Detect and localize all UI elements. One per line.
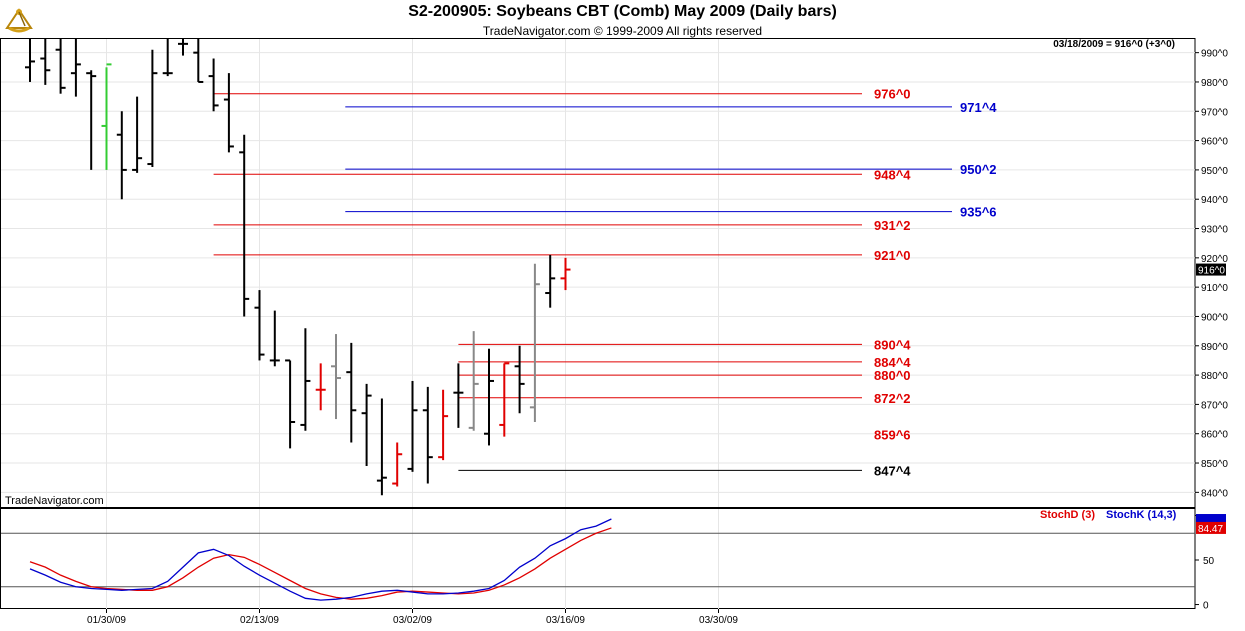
level-label-884^4: 884^4 — [874, 355, 911, 370]
price-tick-label: 950^0 — [1201, 166, 1228, 177]
stoch-series-k — [29, 518, 612, 601]
price-tick-label: 970^0 — [1201, 107, 1228, 118]
indicator-plot-frame — [0, 508, 1196, 609]
time-tick-label: 03/02/09 — [393, 615, 432, 626]
stochk-last-marker — [1196, 514, 1226, 525]
level-label-890^4: 890^4 — [874, 337, 911, 352]
price-tick-label: 920^0 — [1201, 254, 1228, 265]
price-tick-label: 940^0 — [1201, 195, 1228, 206]
price-tick-label: 900^0 — [1201, 312, 1228, 323]
stochd-last-marker — [1196, 521, 1226, 534]
price-tick-label: 890^0 — [1201, 342, 1228, 353]
time-tick-label: 02/13/09 — [240, 615, 279, 626]
main-plot-frame — [0, 38, 1196, 508]
level-label-880^0: 880^0 — [874, 368, 911, 383]
level-label-921^0: 921^0 — [874, 248, 911, 263]
time-tick-label: 03/16/09 — [546, 615, 585, 626]
legend-stochd: StochD (3) — [1040, 509, 1095, 521]
price-tick-label: 880^0 — [1201, 371, 1228, 382]
level-label-971^4: 971^4 — [960, 100, 997, 115]
price-tick-label: 930^0 — [1201, 225, 1228, 236]
stoch-series-d — [29, 527, 612, 600]
stochd-last-label: 84.47 — [1198, 524, 1223, 535]
price-tick-label: 990^0 — [1201, 49, 1228, 60]
level-label-950^2: 950^2 — [960, 162, 997, 177]
level-label-976^0: 976^0 — [874, 87, 911, 102]
price-tick-label: 860^0 — [1201, 430, 1228, 441]
last-price-marker — [1196, 263, 1226, 276]
stoch-tick-label: 50 — [1203, 556, 1215, 567]
legend-stochk: StochK (14,3) — [1106, 509, 1177, 521]
level-label-931^2: 931^2 — [874, 218, 911, 233]
level-label-935^6: 935^6 — [960, 205, 997, 220]
chart-subtitle: TradeNavigator.com © 1999-2009 All right… — [482, 24, 763, 38]
price-tick-label: 840^0 — [1201, 488, 1228, 499]
last-price-label: 916^0 — [1198, 266, 1225, 277]
time-tick-label: 01/30/09 — [87, 615, 126, 626]
price-tick-label: 980^0 — [1201, 78, 1228, 89]
sextant-logo-icon — [3, 4, 35, 34]
price-tick-label: 870^0 — [1201, 400, 1228, 411]
level-label-948^4: 948^4 — [874, 167, 911, 182]
level-label-859^6: 859^6 — [874, 427, 911, 442]
price-tick-label: 850^0 — [1201, 459, 1228, 470]
price-tick-label: 960^0 — [1201, 137, 1228, 148]
watermark-credit: TradeNavigator.com — [5, 495, 104, 507]
time-tick-label: 03/30/09 — [699, 615, 738, 626]
level-label-872^2: 872^2 — [874, 391, 911, 406]
level-label-847^4: 847^4 — [874, 463, 911, 478]
chart-title: S2-200905: Soybeans CBT (Comb) May 2009 … — [408, 3, 837, 20]
price-tick-label: 910^0 — [1201, 283, 1228, 294]
price-readout: 03/18/2009 = 916^0 (+3^0) — [1053, 39, 1175, 50]
stoch-tick-label: 0 — [1203, 601, 1209, 612]
